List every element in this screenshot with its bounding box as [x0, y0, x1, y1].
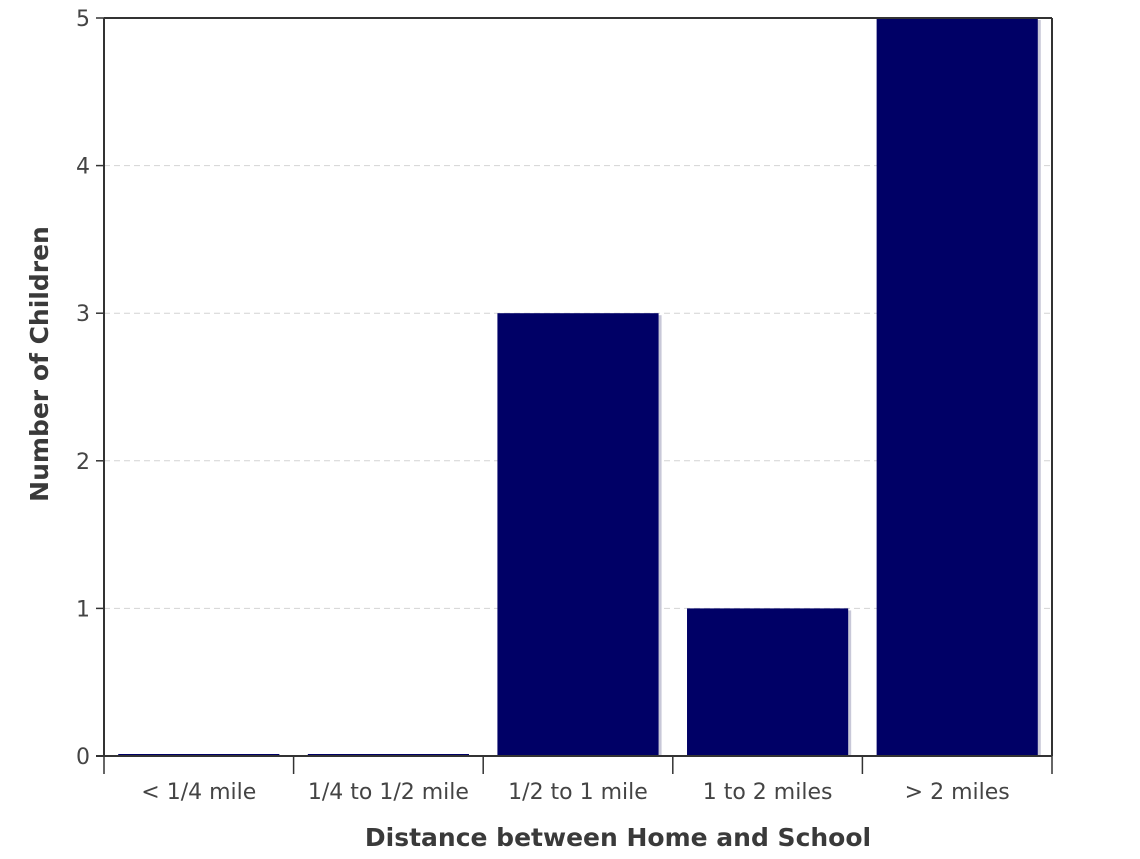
y-tick-label: 2	[76, 450, 90, 475]
y-tick-label: 0	[76, 745, 90, 770]
bar	[687, 608, 849, 756]
y-tick-label: 5	[76, 7, 90, 32]
y-axis-title: Number of Children	[25, 226, 54, 502]
x-tick-label: 1/2 to 1 mile	[508, 780, 648, 805]
x-tick-label: 1/4 to 1/2 mile	[308, 780, 469, 805]
x-tick-label: > 2 miles	[905, 780, 1010, 805]
y-tick-label: 1	[76, 597, 90, 622]
bars	[118, 18, 1041, 756]
bar	[497, 313, 659, 756]
bar	[876, 18, 1038, 756]
y-tick-label: 4	[76, 155, 90, 180]
y-tick-label: 3	[76, 302, 90, 327]
x-tick-labels: < 1/4 mile 1/4 to 1/2 mile 1/2 to 1 mile 1 …	[141, 780, 1009, 805]
y-tick-labels: 0 1 2 3 4 5	[76, 7, 90, 770]
x-tick-label: 1 to 2 miles	[703, 780, 833, 805]
x-tick-label: < 1/4 mile	[141, 780, 256, 805]
axes	[96, 17, 1053, 774]
x-axis-title: Distance between Home and School	[365, 823, 871, 852]
